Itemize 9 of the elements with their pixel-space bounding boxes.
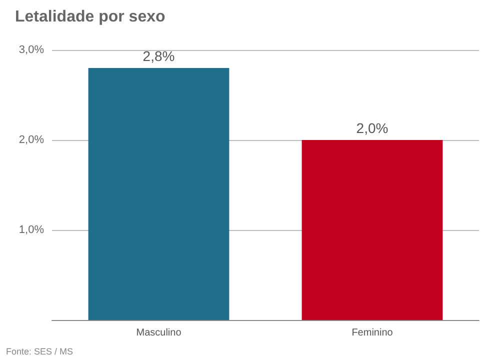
y-tick-label: 1,0% [18, 224, 44, 236]
y-tick-label: 3,0% [18, 44, 44, 56]
x-tick-label: Masculino [136, 328, 182, 338]
data-label: 2,8% [142, 48, 175, 64]
y-tick-label: 2,0% [18, 134, 44, 146]
chart-title: Letalidade por sexo [15, 8, 166, 26]
source-note: Fonte: SES / MS [6, 346, 74, 356]
data-label: 2,0% [356, 120, 388, 136]
x-tick-label: Feminino [352, 328, 394, 338]
